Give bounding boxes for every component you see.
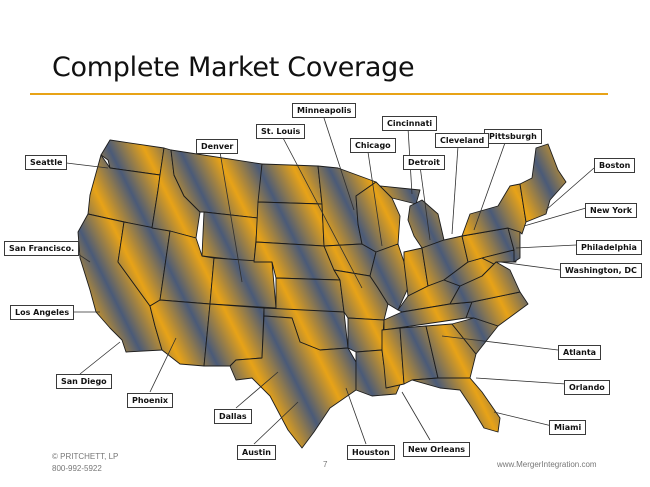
city-label-phoenix: Phoenix: [127, 393, 174, 408]
state-arizona: [149, 299, 211, 367]
city-label-washington-dc: Washington, DC: [560, 263, 642, 278]
city-label-pittsburgh: Pittsburgh: [484, 129, 542, 144]
state-south-dakota: [255, 201, 325, 247]
state-kansas: [275, 277, 345, 313]
city-label-dallas: Dallas: [214, 409, 252, 424]
footer-website: www.MergerIntegration.com: [497, 460, 597, 469]
state-colorado: [209, 257, 277, 309]
city-label-minneapolis: Minneapolis: [292, 103, 357, 118]
footer-phone: 800-992-5922: [52, 464, 102, 473]
city-label-cleveland: Cleveland: [435, 133, 490, 148]
city-label-san-francisco: San Francisco.: [4, 241, 80, 256]
state-maryland: [481, 249, 517, 265]
state-new-mexico: [203, 303, 265, 367]
title-underline: [30, 93, 608, 95]
state-wyoming: [201, 211, 259, 263]
state-texas: [229, 315, 357, 449]
city-label-philadelphia: Philadelphia: [576, 240, 642, 255]
state-michigan: [407, 199, 445, 249]
footer-copyright: © PRITCHETT, LP: [52, 452, 119, 461]
city-label-new-york: New York: [585, 203, 638, 218]
city-label-orlando: Orlando: [564, 380, 610, 395]
city-label-seattle: Seattle: [25, 155, 68, 170]
city-label-st-louis: St. Louis: [256, 124, 306, 139]
city-label-chicago: Chicago: [350, 138, 396, 153]
state-florida: [411, 377, 501, 433]
city-label-houston: Houston: [347, 445, 395, 460]
city-label-detroit: Detroit: [403, 155, 445, 170]
city-label-miami: Miami: [549, 420, 587, 435]
footer-page-number: 7: [323, 460, 328, 469]
city-label-los-angeles: Los Angeles: [10, 305, 75, 320]
state-georgia: [425, 323, 477, 379]
city-label-denver: Denver: [196, 139, 239, 154]
city-label-boston: Boston: [594, 158, 636, 173]
city-label-san-diego: San Diego: [56, 374, 112, 389]
city-label-atlanta: Atlanta: [558, 345, 602, 360]
city-label-new-orleans: New Orleans: [403, 442, 471, 457]
state-new-england: [519, 143, 567, 223]
state-north-dakota: [257, 163, 323, 205]
city-label-cincinnati: Cincinnati: [382, 116, 438, 131]
city-label-austin: Austin: [237, 445, 276, 460]
slide-title: Complete Market Coverage: [52, 52, 415, 83]
state-new-york: [461, 183, 527, 237]
state-arkansas: [347, 317, 385, 353]
leader-lines: [57, 117, 595, 445]
